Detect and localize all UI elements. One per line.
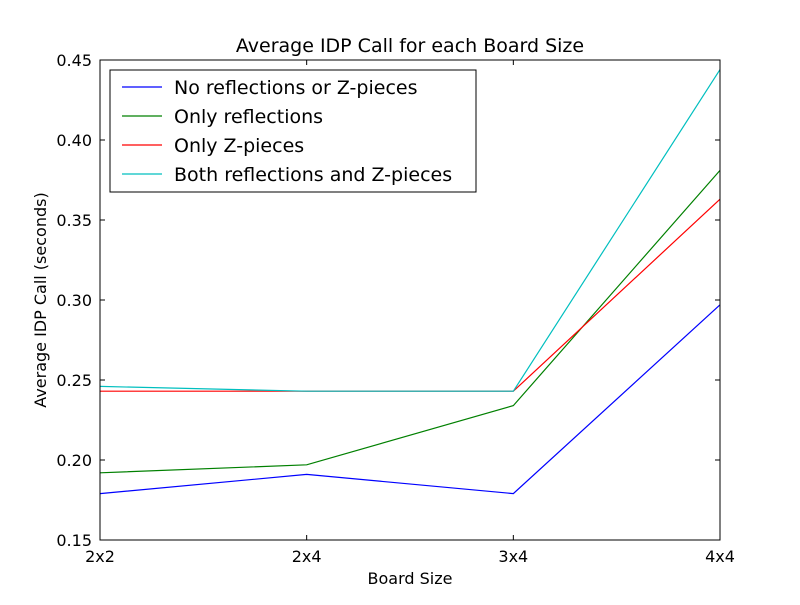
legend-label: Both reflections and Z-pieces <box>174 164 452 186</box>
series-line <box>99 170 721 474</box>
y-tick-label: 0.15 <box>56 531 92 550</box>
y-tick-label: 0.40 <box>56 131 92 150</box>
legend-label: Only Z-pieces <box>174 135 304 157</box>
plot-area <box>99 69 721 495</box>
y-tick-label: 0.30 <box>56 291 92 310</box>
x-tick-label: 2x4 <box>292 547 322 566</box>
series-line <box>99 69 721 392</box>
y-tick-label: 0.25 <box>56 371 92 390</box>
y-tick-label: 0.45 <box>56 51 92 70</box>
legend-box <box>109 69 477 193</box>
series-line <box>100 198 721 392</box>
x-tick-label: 4x4 <box>705 547 735 566</box>
y-tick-label: 0.20 <box>56 451 92 470</box>
legend: No reflections or Z-pieces Only reflectio… <box>109 69 477 193</box>
legend-label: No reflections or Z-pieces <box>174 77 417 99</box>
x-axis-label: Board Size <box>368 569 453 588</box>
y-tick-label: 0.35 <box>56 211 92 230</box>
x-tick-label: 2x2 <box>85 547 115 566</box>
chart-title: Average IDP Call for each Board Size <box>236 35 584 57</box>
legend-label: Only reflections <box>174 106 323 128</box>
series-line <box>99 304 721 495</box>
x-tick-label: 3x4 <box>498 547 528 566</box>
y-axis-label: Average IDP Call (seconds) <box>31 192 50 407</box>
